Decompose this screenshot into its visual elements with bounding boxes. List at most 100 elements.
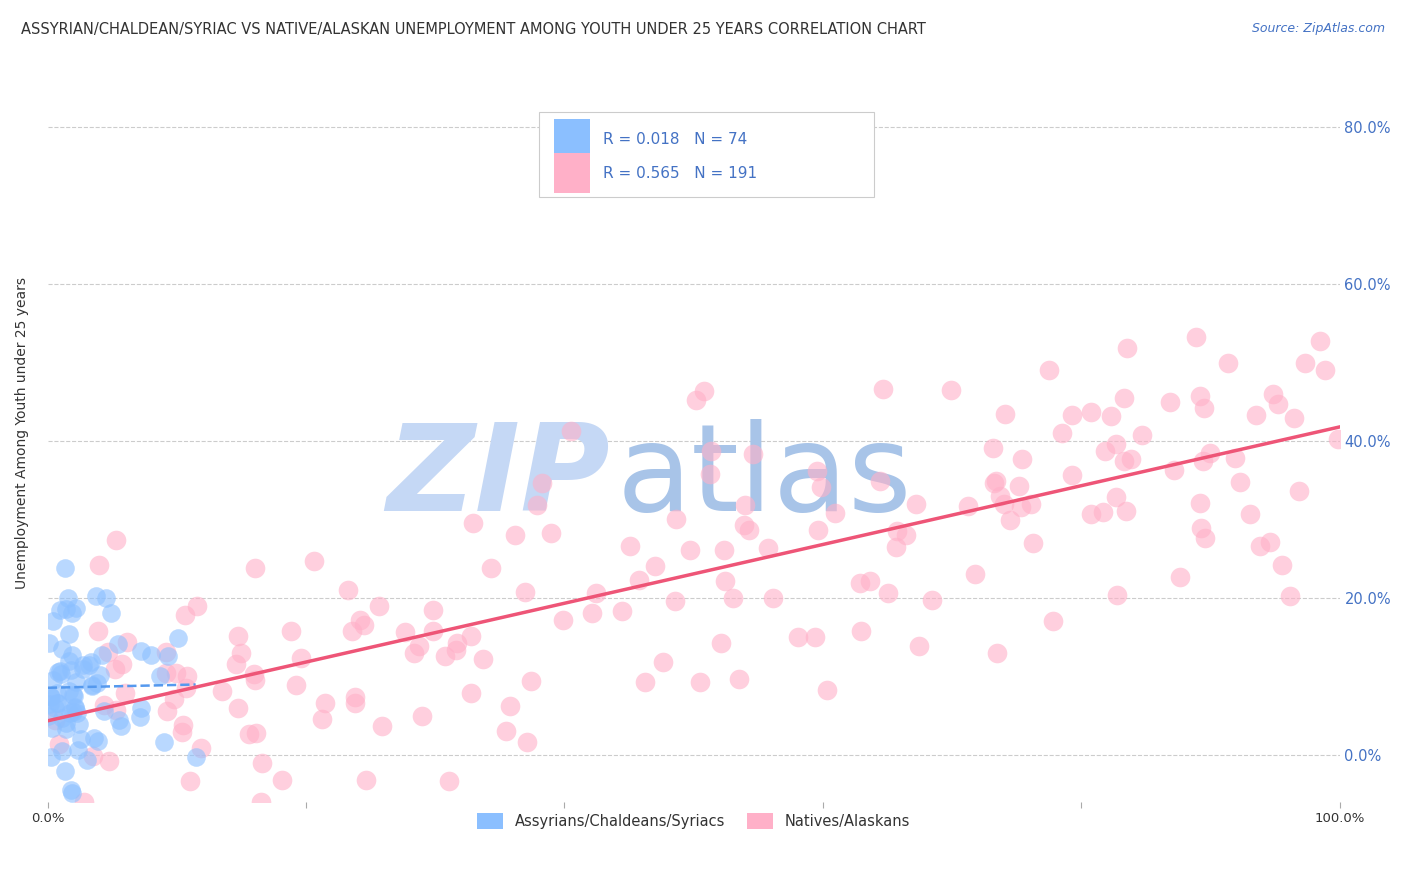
- Point: [60, 648, 83, 662]
- Point: [104, 662, 127, 676]
- Point: [58, 591, 80, 605]
- Point: [104, 533, 127, 548]
- Point: [46, 665, 69, 679]
- Point: [585, 586, 607, 600]
- Point: [520, 674, 543, 689]
- Point: [1107, 588, 1129, 602]
- Point: [49, 665, 72, 679]
- Point: [38, 689, 60, 703]
- Point: [1191, 454, 1213, 468]
- Point: [411, 708, 433, 723]
- Point: [49, 666, 72, 681]
- Point: [713, 542, 735, 557]
- Point: [62, 688, 84, 702]
- Point: [314, 696, 336, 710]
- Point: [503, 527, 526, 541]
- Point: [1194, 401, 1216, 416]
- Point: [39, 749, 62, 764]
- Point: [166, 632, 188, 646]
- Point: [1022, 536, 1045, 550]
- Point: [689, 675, 711, 690]
- Point: [1282, 411, 1305, 425]
- Point: [815, 683, 838, 698]
- Point: [994, 408, 1017, 422]
- Point: [55, 722, 77, 736]
- Point: [693, 384, 716, 398]
- Point: [983, 476, 1005, 491]
- Point: [988, 489, 1011, 503]
- Point: [243, 673, 266, 687]
- Point: [97, 645, 120, 659]
- Point: [1294, 356, 1316, 370]
- Point: [1112, 454, 1135, 468]
- Text: R = 0.018   N = 74: R = 0.018 N = 74: [603, 132, 748, 146]
- Point: [627, 573, 650, 587]
- Point: [311, 712, 333, 726]
- Point: [516, 735, 538, 749]
- Point: [1105, 490, 1128, 504]
- Point: [460, 686, 482, 700]
- Point: [762, 591, 785, 605]
- Point: [1185, 330, 1208, 344]
- Point: [1198, 446, 1220, 460]
- Point: [886, 524, 908, 538]
- Point: [60, 786, 83, 800]
- Point: [1271, 558, 1294, 573]
- Point: [1288, 483, 1310, 498]
- Point: [679, 542, 702, 557]
- Point: [560, 424, 582, 438]
- Point: [129, 644, 152, 658]
- Point: [634, 675, 657, 690]
- Point: [53, 764, 76, 779]
- Point: [434, 648, 457, 663]
- Point: [190, 740, 212, 755]
- Point: [810, 480, 832, 494]
- Point: [872, 382, 894, 396]
- Point: [343, 690, 366, 705]
- Point: [1258, 535, 1281, 549]
- Point: [499, 699, 522, 714]
- Point: [129, 701, 152, 715]
- Point: [83, 731, 105, 746]
- Point: [176, 669, 198, 683]
- Point: [422, 624, 444, 638]
- Point: [48, 737, 70, 751]
- Point: [41, 721, 63, 735]
- Point: [69, 732, 91, 747]
- Point: [302, 554, 325, 568]
- Point: [39, 697, 62, 711]
- Point: [367, 599, 389, 613]
- Point: [714, 574, 737, 588]
- Point: [849, 624, 872, 639]
- Point: [59, 706, 82, 720]
- Point: [155, 645, 177, 659]
- Point: [117, 635, 139, 649]
- Point: [371, 719, 394, 733]
- Point: [734, 498, 756, 512]
- Point: [460, 629, 482, 643]
- Point: [174, 681, 197, 695]
- Text: Source: ZipAtlas.com: Source: ZipAtlas.com: [1251, 22, 1385, 36]
- Point: [619, 539, 641, 553]
- Point: [495, 724, 517, 739]
- Point: [876, 586, 898, 600]
- Point: [51, 642, 73, 657]
- Point: [155, 666, 177, 681]
- Point: [55, 560, 77, 574]
- Point: [149, 669, 172, 683]
- Point: [60, 782, 83, 797]
- Point: [1223, 451, 1246, 466]
- Point: [354, 772, 377, 787]
- Point: [93, 698, 115, 712]
- Point: [905, 497, 928, 511]
- Point: [84, 589, 107, 603]
- Point: [44, 701, 66, 715]
- Point: [128, 709, 150, 723]
- Point: [173, 608, 195, 623]
- Point: [644, 559, 666, 574]
- Point: [46, 696, 69, 710]
- Point: [42, 614, 65, 628]
- Point: [157, 649, 180, 664]
- Legend: Assyrians/Chaldeans/Syriacs, Natives/Alaskans: Assyrians/Chaldeans/Syriacs, Natives/Ala…: [471, 806, 917, 835]
- Point: [1099, 409, 1122, 423]
